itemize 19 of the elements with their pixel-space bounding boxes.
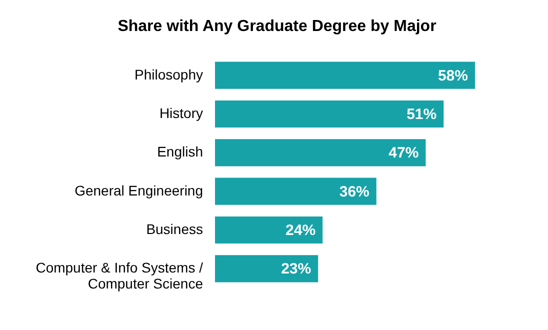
- data-label: 36%: [339, 183, 370, 200]
- chart-title: Share with Any Graduate Degree by Major: [118, 18, 436, 35]
- bar: [215, 100, 444, 128]
- y-tick-label: Computer & Info Systems / Computer Science: [36, 260, 204, 292]
- data-label: 24%: [286, 222, 316, 239]
- y-tick-label: Business: [146, 221, 203, 237]
- data-label: 47%: [388, 144, 419, 162]
- bar: [215, 62, 475, 89]
- y-tick-label: Philosophy: [134, 66, 203, 82]
- data-label: 58%: [438, 67, 468, 84]
- y-tick-label: History: [159, 105, 203, 121]
- bar: [215, 178, 376, 205]
- bar: [215, 255, 318, 282]
- data-label: 51%: [406, 106, 437, 123]
- bar: [215, 216, 323, 244]
- y-tick-label: English: [157, 144, 203, 160]
- y-tick-label: General Engineering: [74, 182, 203, 198]
- bar: [215, 139, 426, 166]
- data-label: 23%: [281, 260, 312, 278]
